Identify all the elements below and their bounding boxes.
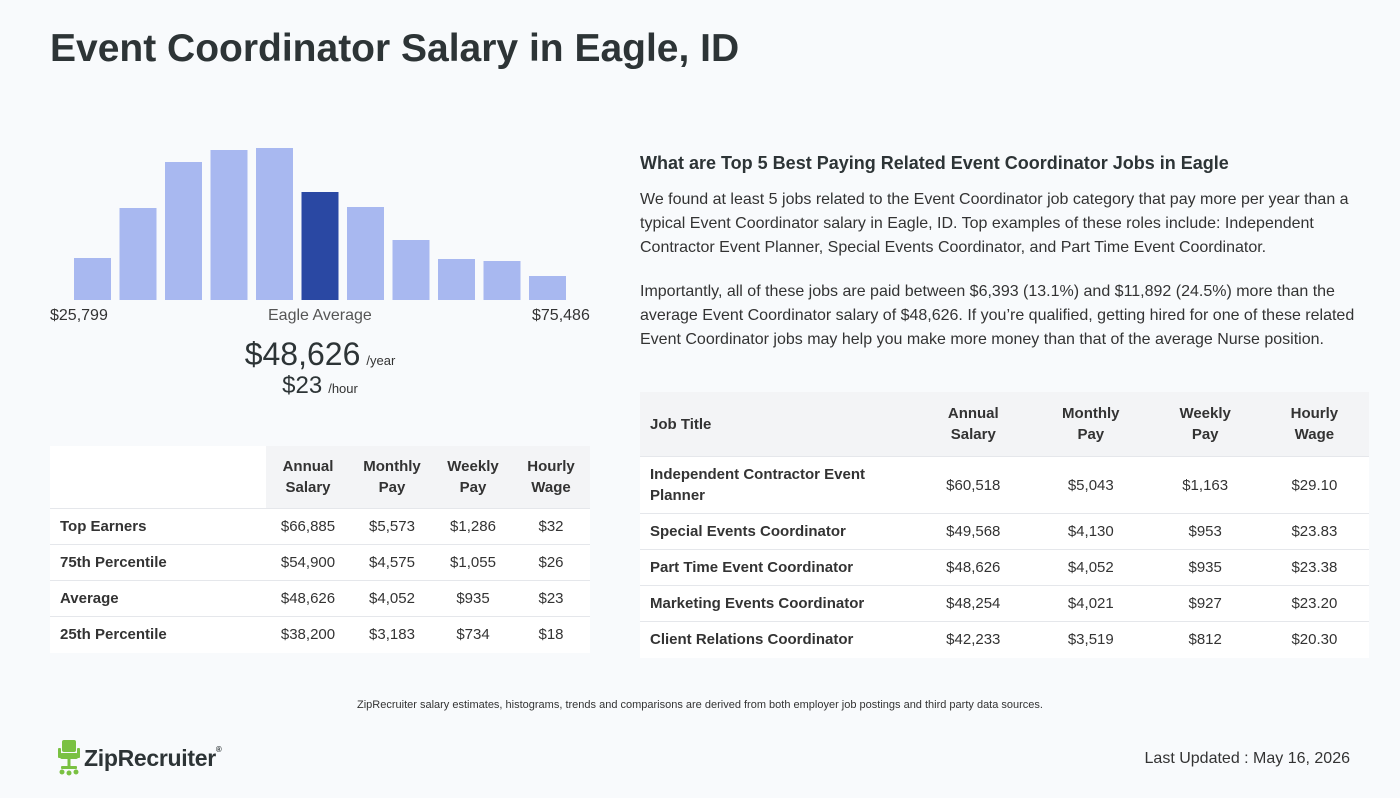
cell: $54,900 (266, 544, 350, 581)
row-label: Top Earners (50, 508, 266, 545)
cell: $4,575 (350, 544, 434, 581)
cell: $4,052 (1031, 549, 1151, 586)
table-row: Average $48,626 $4,052 $935 $23 (50, 580, 590, 617)
percentile-header-monthly: Monthly Pay (350, 446, 434, 509)
cell: $953 (1150, 513, 1260, 550)
cell: $23.83 (1259, 513, 1369, 550)
percentile-table: Annual Salary Monthly Pay Weekly Pay Hourly… (50, 446, 590, 653)
cell: $4,130 (1031, 513, 1151, 550)
table-row: Top Earners $66,885 $5,573 $1,286 $32 (50, 508, 590, 545)
cell: $935 (1150, 549, 1260, 586)
table-row: 75th Percentile $54,900 $4,575 $1,055 $2… (50, 544, 590, 581)
cell: $734 (434, 616, 512, 653)
cell: $812 (1150, 621, 1260, 658)
histogram-min-label: $25,799 (50, 307, 108, 324)
cell: $23 (512, 580, 590, 617)
average-hourly-value: $23 (282, 372, 323, 399)
histogram-bar (483, 261, 521, 300)
related-jobs-paragraph-2: Importantly, all of these jobs are paid … (640, 283, 1355, 348)
cell: $935 (434, 580, 512, 617)
cell: $42,233 (915, 621, 1031, 658)
average-annual-value: $48,626 (244, 336, 361, 372)
percentile-header-hourly: Hourly Wage (512, 446, 590, 509)
logo-wordmark: ZipRecruiter (84, 744, 216, 771)
cell: $20.30 (1259, 621, 1369, 658)
cell: $5,043 (1031, 456, 1151, 514)
jobs-header-monthly: Monthly Pay (1031, 392, 1151, 457)
cell: $66,885 (266, 508, 350, 545)
histogram-bar (165, 162, 202, 300)
table-row: Marketing Events Coordinator $48,254 $4,… (640, 585, 1369, 622)
cell: $29.10 (1259, 456, 1369, 514)
table-row: Part Time Event Coordinator $48,626 $4,0… (640, 549, 1369, 586)
histogram-bar-average (301, 192, 339, 300)
job-title: Client Relations Coordinator (640, 621, 916, 658)
cell: $49,568 (915, 513, 1031, 550)
cell: $38,200 (266, 616, 350, 653)
histogram-bar (347, 207, 384, 300)
cell: $48,254 (915, 585, 1031, 622)
histogram-bar (119, 208, 157, 300)
histogram-bar (210, 150, 248, 300)
cell: $927 (1150, 585, 1260, 622)
cell: $4,021 (1031, 585, 1151, 622)
row-label: 75th Percentile (50, 544, 266, 581)
histogram-bar (256, 148, 293, 300)
cell: $60,518 (915, 456, 1031, 514)
footer-note: ZipRecruiter salary estimates, histogram… (357, 699, 1043, 711)
row-label: 25th Percentile (50, 616, 266, 653)
table-row: Special Events Coordinator $49,568 $4,13… (640, 513, 1369, 550)
logo-text: ZipRecruiter® (84, 744, 222, 772)
cell: $4,052 (350, 580, 434, 617)
percentile-header-weekly: Weekly Pay (434, 446, 512, 509)
jobs-header-annual: Annual Salary (915, 392, 1031, 457)
related-jobs-table: Job Title Annual Salary Monthly Pay Weekly… (640, 392, 1369, 658)
job-title: Marketing Events Coordinator (640, 585, 916, 622)
cell: $48,626 (915, 549, 1031, 586)
table-row: Independent Contractor Event Planner $60… (640, 456, 1369, 514)
table-row: Client Relations Coordinator $42,233 $3,… (640, 621, 1369, 658)
cell: $1,055 (434, 544, 512, 581)
average-hourly: $23/hour (0, 372, 640, 400)
related-jobs-heading: What are Top 5 Best Paying Related Event… (640, 153, 1229, 173)
cell: $48,626 (266, 580, 350, 617)
average-hourly-unit: /hour (328, 381, 358, 396)
job-title: Part Time Event Coordinator (640, 549, 916, 586)
jobs-header-title: Job Title (640, 392, 916, 457)
job-title: Independent Contractor Event Planner (640, 456, 916, 514)
histogram-bar (438, 259, 475, 300)
job-title: Special Events Coordinator (640, 513, 916, 550)
page-title: Event Coordinator Salary in Eagle, ID (50, 27, 740, 70)
related-jobs-paragraph-1: We found at least 5 jobs related to the … (640, 191, 1349, 256)
histogram-bar (392, 240, 430, 300)
cell: $1,163 (1150, 456, 1260, 514)
histogram-max-label: $75,486 (532, 307, 590, 324)
cell: $23.20 (1259, 585, 1369, 622)
jobs-header-weekly: Weekly Pay (1150, 392, 1260, 457)
chair-icon (58, 740, 80, 776)
histogram-svg (74, 148, 566, 300)
histogram-bar (74, 258, 111, 300)
row-label: Average (50, 580, 266, 617)
cell: $1,286 (434, 508, 512, 545)
percentile-header-annual: Annual Salary (266, 446, 350, 509)
percentile-header-blank (50, 446, 266, 509)
ziprecruiter-logo[interactable]: ZipRecruiter® (58, 740, 222, 776)
cell: $3,519 (1031, 621, 1151, 658)
histogram-bar (529, 276, 566, 300)
registered-mark: ® (215, 744, 222, 754)
jobs-header-hourly: Hourly Wage (1259, 392, 1369, 457)
last-updated: Last Updated : May 16, 2026 (1144, 750, 1350, 767)
cell: $18 (512, 616, 590, 653)
salary-histogram (50, 140, 590, 300)
average-annual-unit: /year (366, 353, 396, 368)
cell: $3,183 (350, 616, 434, 653)
table-row: 25th Percentile $38,200 $3,183 $734 $18 (50, 616, 590, 653)
cell: $5,573 (350, 508, 434, 545)
cell: $26 (512, 544, 590, 581)
histogram-average-label: Eagle Average (268, 307, 372, 324)
average-annual: $48,626/year (0, 336, 640, 373)
cell: $32 (512, 508, 590, 545)
cell: $23.38 (1259, 549, 1369, 586)
